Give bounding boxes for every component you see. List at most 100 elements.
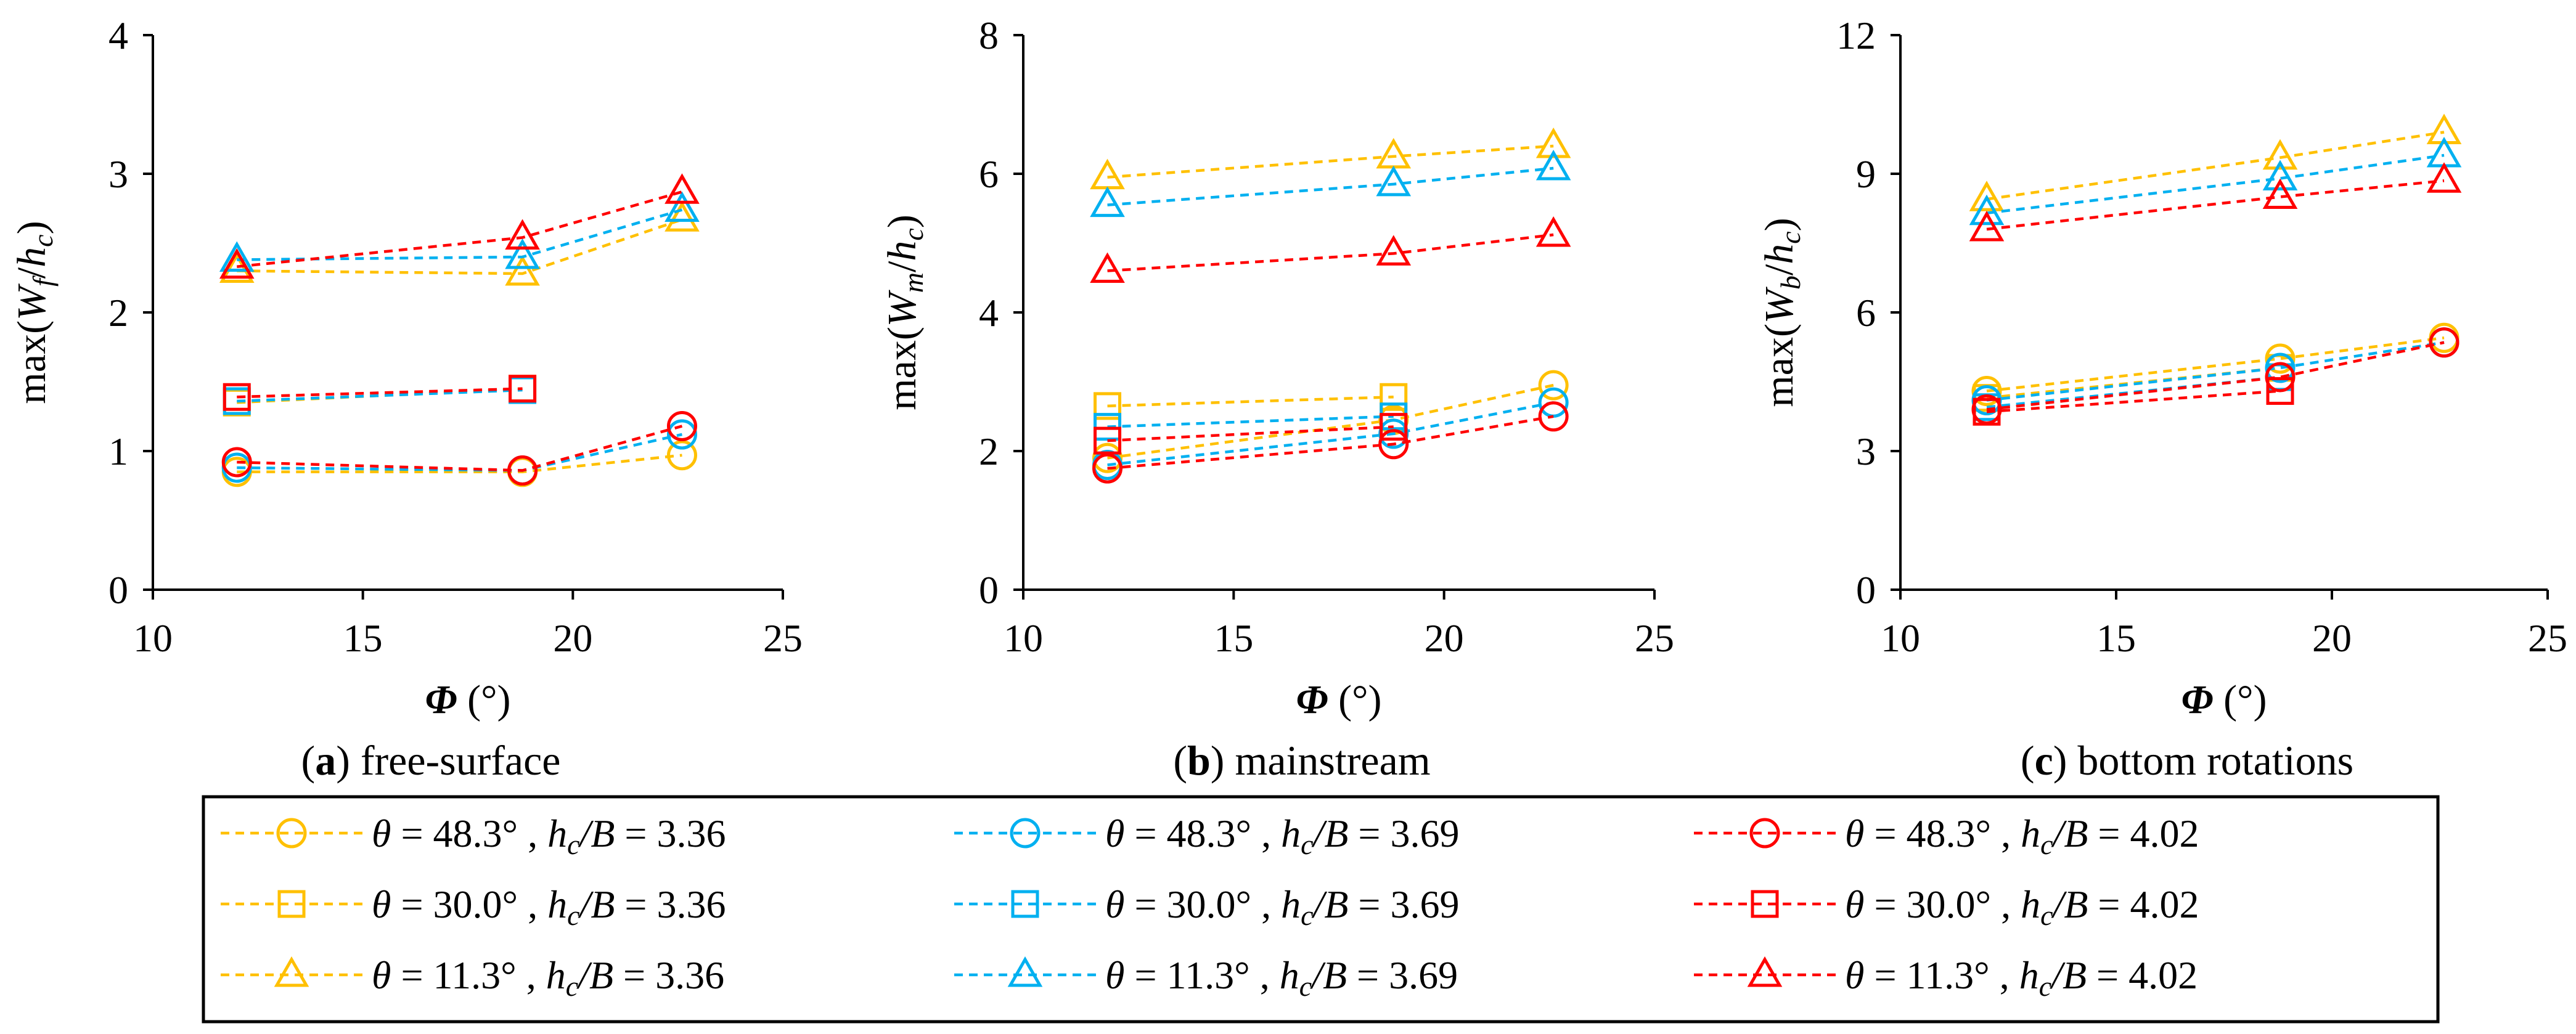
series-8: [1973, 377, 2294, 426]
data-point-triangle: [1090, 252, 1125, 283]
series-line: [237, 388, 523, 403]
legend-label: θ = 48.3° , hc/B = 3.36: [372, 812, 726, 860]
x-tick-label: 20: [553, 616, 592, 660]
x-tick-label: 20: [1425, 616, 1464, 660]
series-line: [237, 218, 683, 275]
legend-marker-square: [277, 890, 306, 918]
legend-marker-triangle: [274, 956, 309, 987]
x-tick-label: 25: [2528, 616, 2567, 660]
series-line: [1107, 383, 1554, 460]
x-tick-label: 15: [2096, 616, 2136, 660]
data-point-circle: [1538, 370, 1569, 401]
legend-marker-triangle: [1007, 956, 1043, 987]
series-line: [237, 190, 683, 268]
y-tick-label: 6: [1856, 291, 1876, 335]
y-axis-label: max(Wb/hc): [1757, 218, 1806, 407]
data-point-square: [509, 375, 537, 403]
data-point-square: [1380, 413, 1408, 441]
series-8: [223, 375, 537, 411]
legend-label: θ = 48.3° , hc/B = 3.69: [1105, 812, 1460, 860]
data-point-square: [1973, 397, 2001, 426]
y-tick-label: 3: [108, 152, 128, 196]
data-point-triangle: [664, 173, 700, 204]
y-tick-label: 12: [1836, 14, 1876, 57]
y-tick-label: 4: [979, 291, 999, 335]
y-tick-label: 6: [979, 152, 999, 196]
series-line: [1107, 396, 1394, 408]
legend-label: θ = 30.0° , hc/B = 4.02: [1845, 882, 2199, 931]
y-tick-label: 0: [1856, 568, 1876, 612]
series-line: [1986, 179, 2445, 231]
data-point-circle: [507, 455, 538, 486]
series-line: [1107, 415, 1394, 428]
data-point-triangle: [1969, 194, 2005, 226]
x-tick-label: 20: [2312, 616, 2352, 660]
series-line: [1986, 375, 2281, 409]
data-point-circle: [666, 440, 697, 471]
series-line: [1986, 153, 2445, 214]
panel-caption: (b) mainstream: [1173, 737, 1430, 784]
chart-panel-2: 0 2 4 6 8 10 15 20 25 max(Wm/hc) Φ (°) (b) mainstre…: [880, 14, 1674, 784]
x-tick-label: 25: [1635, 616, 1674, 660]
data-point-square: [1094, 426, 1122, 455]
legend-label: θ = 30.0° , hc/B = 3.36: [372, 882, 726, 931]
series-line: [1107, 415, 1554, 470]
data-point-triangle: [1376, 165, 1412, 197]
data-point-triangle: [505, 238, 540, 269]
series-5: [1094, 402, 1408, 441]
series-line: [1107, 166, 1554, 206]
data-point-triangle: [1376, 137, 1412, 169]
x-tick-label: 10: [133, 616, 173, 660]
data-point-circle: [666, 411, 697, 441]
data-point-triangle: [664, 191, 700, 222]
series-2: [1094, 383, 1408, 420]
series-9: [1969, 162, 2462, 242]
legend-item: θ = 48.3° , hc/B = 3.36: [221, 812, 726, 860]
series-line: [237, 425, 683, 472]
data-point-triangle: [1535, 127, 1571, 158]
x-axis-label: Φ (°): [1296, 677, 1382, 722]
chart-panel-1: 0 1 2 3 4 10 15 20 25 max(Wf/hc) Φ (°) (a) free-sur…: [9, 14, 803, 784]
x-axis-label: Φ (°): [425, 677, 511, 722]
legend-item: θ = 48.3° , hc/B = 4.02: [1694, 812, 2199, 860]
data-point-triangle: [1535, 216, 1571, 247]
y-tick-label: 2: [108, 291, 128, 335]
series-9: [219, 173, 700, 279]
series-line: [1986, 131, 2445, 201]
panel-caption: (c) bottom rotations: [2021, 737, 2353, 784]
series-9: [1090, 216, 1571, 283]
y-tick-label: 0: [979, 568, 999, 612]
series-line: [237, 208, 683, 261]
data-point-square: [2266, 377, 2294, 405]
data-point-triangle: [505, 219, 540, 250]
y-axis-label: max(Wm/hc): [880, 214, 929, 410]
y-tick-label: 9: [1856, 152, 1876, 196]
data-point-triangle: [2262, 160, 2298, 190]
series-line: [1107, 425, 1394, 442]
legend: θ = 48.3° , hc/B = 3.36 θ = 48.3° , hc/B …: [202, 795, 2440, 1024]
data-point-triangle: [664, 201, 700, 232]
legend-box: [202, 795, 2440, 1024]
x-tick-label: 15: [1214, 616, 1253, 660]
legend-marker-triangle: [1747, 956, 1783, 987]
legend-marker-circle: [1010, 818, 1041, 849]
data-point-circle: [1538, 401, 1569, 432]
x-tick-label: 10: [1004, 616, 1043, 660]
y-tick-label: 8: [979, 14, 999, 57]
series-6: [1090, 149, 1571, 218]
y-tick-label: 0: [108, 568, 128, 612]
legend-item: θ = 30.0° , hc/B = 3.69: [954, 882, 1460, 931]
legend-item: θ = 11.3° , hc/B = 3.69: [954, 953, 1458, 1002]
data-point-triangle: [2262, 178, 2298, 209]
y-tick-label: 2: [979, 429, 999, 473]
data-point-triangle: [2426, 162, 2462, 193]
data-point-triangle: [219, 248, 255, 279]
data-point-triangle: [505, 254, 540, 286]
series-4: [221, 419, 697, 486]
series-line: [1986, 366, 2281, 399]
data-point-circle: [1538, 387, 1569, 418]
series-6: [219, 191, 700, 272]
data-point-circle: [1378, 429, 1409, 460]
data-point-triangle: [1376, 235, 1412, 266]
